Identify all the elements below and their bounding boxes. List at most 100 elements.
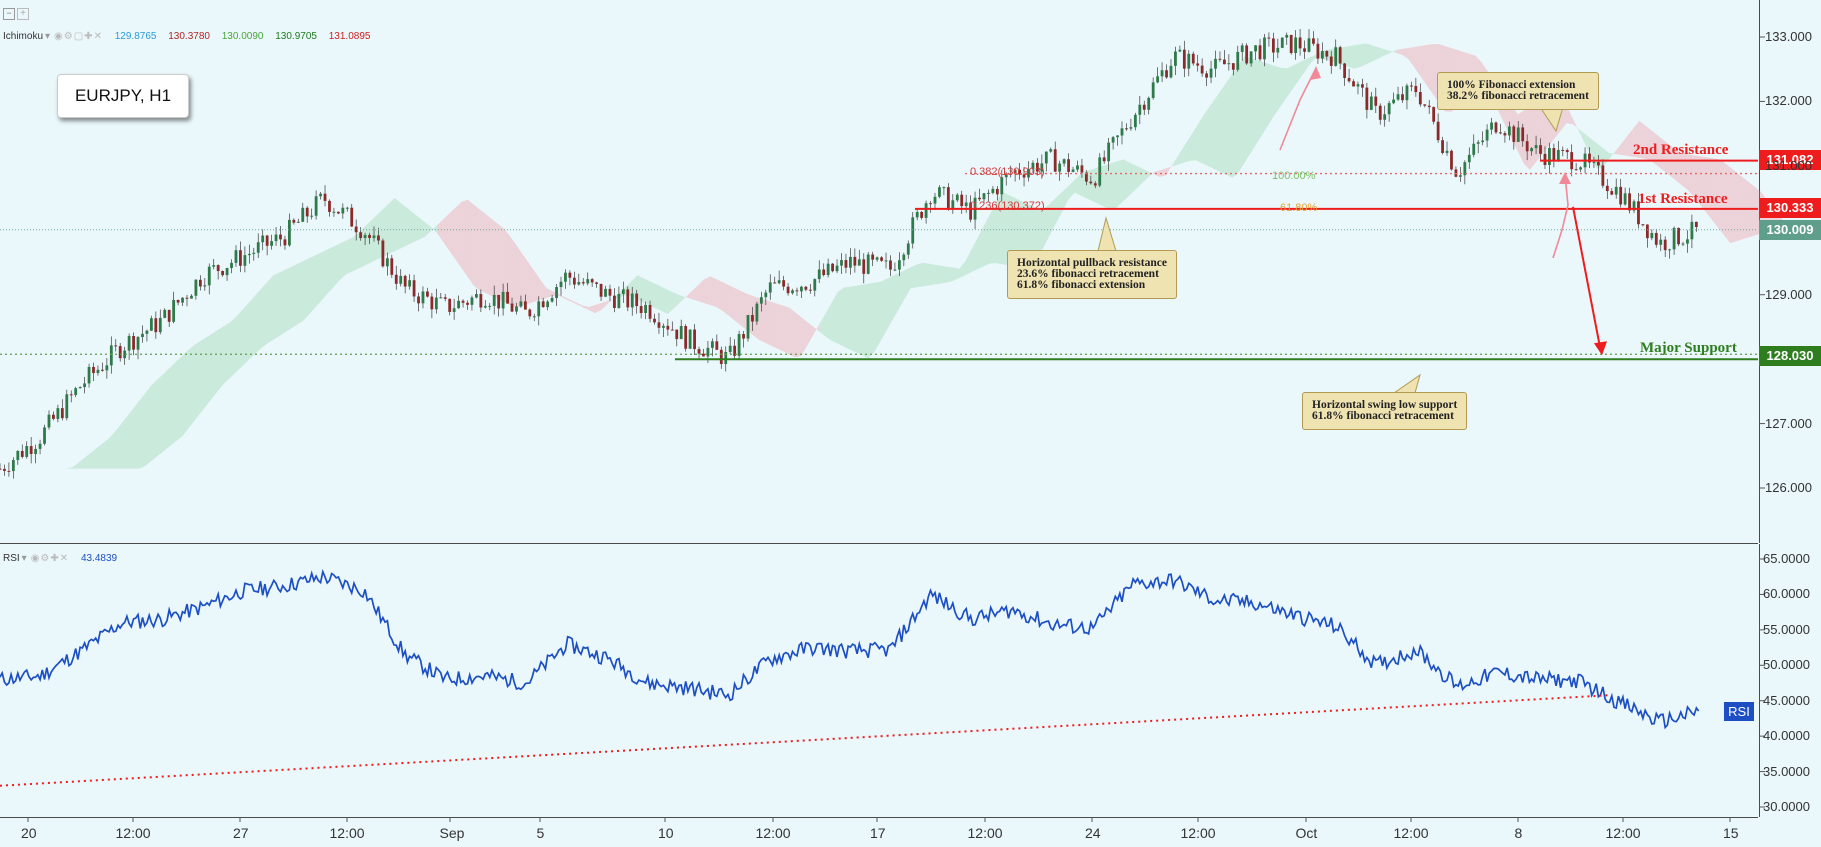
candle-bearish [946,187,950,210]
candle-bearish [541,301,545,308]
ichimoku-legend[interactable]: Ichimoku ▾ ◉⚙▢✚✕ 129.8765 130.3780 130.009… [3,31,379,42]
candle-bearish [1641,224,1645,226]
cloud-bearish [1645,125,1652,162]
candle-bearish [1329,56,1333,66]
candle-bearish [702,353,705,357]
major-support-badge: 128.030 [1759,346,1821,366]
cloud-bullish [1013,197,1020,268]
candle-bullish [755,303,759,322]
cloud-bearish [1530,102,1537,170]
candle-bearish [715,341,719,350]
candle-bullish [434,297,438,310]
indicator-settings-icons[interactable]: ◉⚙✚✕ [30,553,70,564]
candle-bullish [1534,145,1538,149]
cloud-bullish [971,238,978,273]
candle-bullish [1227,63,1231,65]
cloud-bullish [1123,159,1130,202]
candle-bearish [1231,63,1235,70]
candle-bearish [221,271,225,276]
price-axis[interactable] [1759,0,1821,543]
candle-bearish [1343,63,1347,78]
candle-bullish [1623,193,1627,205]
cloud-bullish [680,295,687,303]
cloud-bullish [346,237,353,275]
candle-bullish [399,275,403,284]
candle-bullish [296,221,300,223]
ichimoku-value-2: 130.3780 [168,31,210,42]
cloud-bullish [989,203,996,264]
candle-bullish [230,262,233,269]
candle-bearish [1410,85,1413,87]
cloud-bullish [85,452,92,469]
candle-bearish [198,279,202,287]
cloud-bearish [479,209,486,294]
cloud-bullish [188,344,195,429]
chevron-down-icon[interactable]: ▾ [45,31,51,42]
candle-bullish [96,369,100,374]
candle-bullish [942,187,946,189]
cloud-bearish [449,207,456,260]
candle-bullish [1392,99,1395,104]
candle-bullish [1214,58,1217,69]
cloud-bearish [522,253,529,306]
cloud-bullish [898,270,905,310]
cloud-bullish [170,361,177,447]
cloud-bullish [1262,62,1269,134]
candle-bearish [853,256,857,266]
cloud-bullish [661,286,668,315]
cloud-bullish [1074,174,1081,196]
candle-bearish [1552,148,1556,162]
candle-bearish [1142,104,1146,110]
indicator-settings-icons[interactable]: ◉⚙▢✚✕ [54,31,103,42]
cloud-bearish [595,303,602,314]
cloud-bullish [959,261,966,278]
collapse-icon[interactable]: − [3,8,15,20]
cloud-bullish [862,283,869,359]
second-resistance-badge: 131.082 [1759,150,1821,170]
candle-bullish [800,286,803,292]
cloud-bullish [1050,197,1057,235]
candle-bearish [920,211,924,218]
cloud-bearish [1681,153,1688,191]
candle-bearish [528,309,532,317]
cloud-bullish [340,240,347,280]
cloud-bearish [686,290,693,300]
rsi-pane[interactable] [0,544,1758,817]
candle-bullish [1490,122,1493,130]
candle-bearish [1245,45,1249,64]
expand-icon[interactable]: + [17,8,29,20]
candle-bullish [145,330,149,334]
candle-bullish [982,193,986,200]
candle-bearish [1450,150,1453,170]
candle-bullish [105,365,109,371]
candle-bearish [804,286,808,290]
cloud-bearish [1693,155,1700,205]
candle-bearish [1628,193,1631,211]
candle-bullish [190,295,193,299]
rsi-tick-label: 40.0000 [1763,728,1810,744]
candle-bullish [1058,163,1062,172]
cloud-bearish [546,288,553,298]
candle-bearish [292,219,296,223]
cloud-bearish [722,282,729,316]
cloud-bullish [242,302,249,366]
candle-bullish [1690,221,1694,240]
time-axis[interactable] [0,817,1758,847]
chevron-down-icon[interactable]: ▾ [21,553,27,564]
candle-bullish [421,291,425,304]
cloud-bullish [965,249,972,276]
candle-bullish [1129,127,1133,129]
candle-bearish [1312,38,1315,44]
candle-bearish [1521,127,1525,142]
cloud-bullish [1147,171,1154,179]
rsi-legend[interactable]: RSI ▾ ◉⚙✚✕ 43.4839 [3,553,126,564]
candle-bearish [114,345,118,347]
cloud-bullish [163,367,170,451]
ichimoku-value-5: 131.0895 [328,31,371,42]
candle-bearish [216,265,220,272]
candle-bullish [1027,169,1030,178]
cloud-bullish [1135,165,1142,190]
cloud-bullish [1293,62,1300,89]
rsi-axis[interactable] [1759,544,1821,817]
